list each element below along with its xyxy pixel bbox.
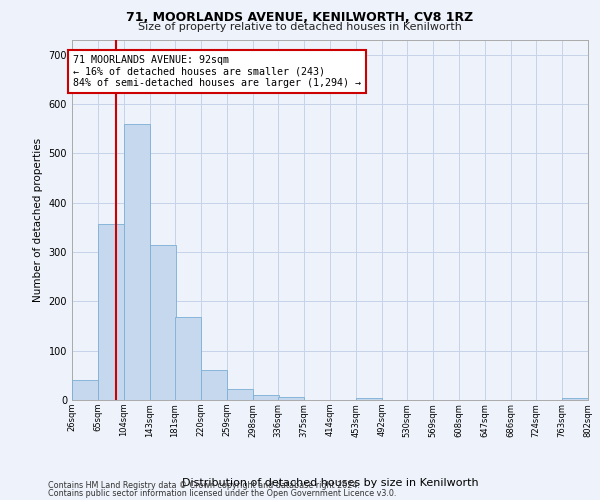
Bar bbox=[150, 244, 176, 400]
Bar bbox=[201, 370, 227, 400]
X-axis label: Distribution of detached houses by size in Kenilworth: Distribution of detached houses by size … bbox=[182, 478, 478, 488]
Bar bbox=[98, 224, 124, 400]
Y-axis label: Number of detached properties: Number of detached properties bbox=[33, 138, 43, 302]
Text: 71 MOORLANDS AVENUE: 92sqm
← 16% of detached houses are smaller (243)
84% of sem: 71 MOORLANDS AVENUE: 92sqm ← 16% of deta… bbox=[73, 55, 361, 88]
Bar bbox=[175, 317, 201, 400]
Bar bbox=[253, 395, 279, 400]
Text: Contains public sector information licensed under the Open Government Licence v3: Contains public sector information licen… bbox=[48, 488, 397, 498]
Bar bbox=[227, 389, 253, 400]
Bar bbox=[356, 398, 382, 400]
Bar bbox=[278, 396, 304, 400]
Text: Contains HM Land Registry data © Crown copyright and database right 2024.: Contains HM Land Registry data © Crown c… bbox=[48, 481, 360, 490]
Bar bbox=[562, 398, 588, 400]
Bar bbox=[72, 380, 98, 400]
Text: Size of property relative to detached houses in Kenilworth: Size of property relative to detached ho… bbox=[138, 22, 462, 32]
Bar bbox=[124, 124, 150, 400]
Text: 71, MOORLANDS AVENUE, KENILWORTH, CV8 1RZ: 71, MOORLANDS AVENUE, KENILWORTH, CV8 1R… bbox=[127, 11, 473, 24]
